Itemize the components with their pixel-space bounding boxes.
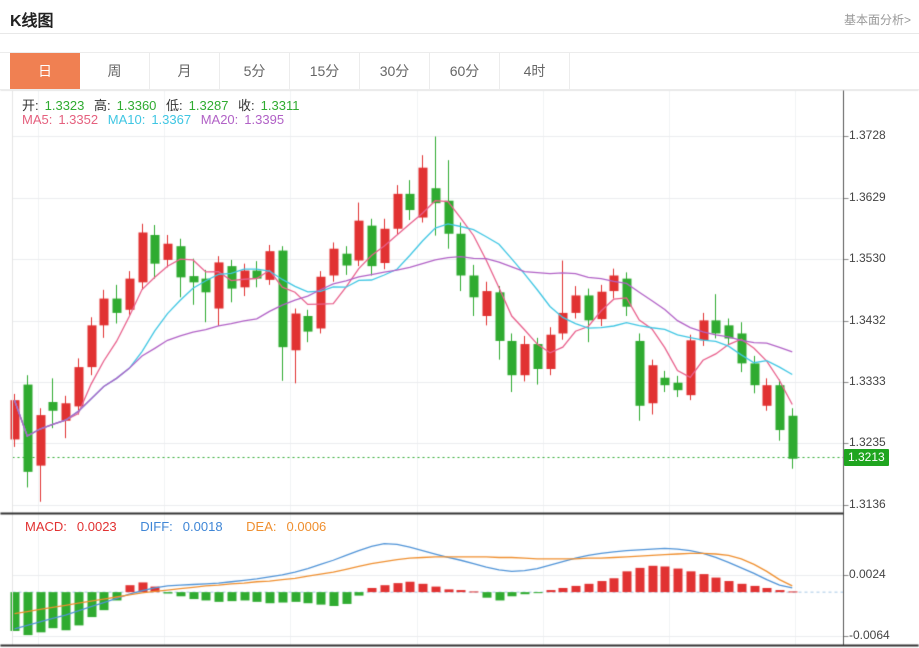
ma20-value: 1.3395 [244,112,285,127]
y-axis-label: 1.3235 [849,435,886,449]
tab-month[interactable]: 月 [150,53,220,89]
ma10-value: 1.3367 [151,112,192,127]
tab-week[interactable]: 周 [80,53,150,89]
tab-60min[interactable]: 60分 [430,53,500,89]
close-value: 1.3311 [260,98,300,113]
current-price-badge: 1.3213 [844,449,889,466]
tab-day[interactable]: 日 [10,53,80,89]
tab-15min[interactable]: 15分 [290,53,360,89]
ma5-value: 1.3352 [58,112,99,127]
dea-value: 0.0006 [286,519,327,534]
header-divider [0,33,919,34]
ma20-label: MA20: [200,112,239,127]
tab-4hour[interactable]: 4时 [500,53,570,89]
macd-value: 0.0023 [76,519,117,534]
page-title: K线图 [10,13,54,30]
y-axis-label: 1.3333 [849,374,886,388]
ohlc-readout: 开: 1.3323 高: 1.3360 低: 1.3287 收: 1.3311 [22,95,305,114]
high-value: 1.3360 [116,98,157,113]
close-label: 收: [238,98,255,113]
macd-label: MACD: [25,519,67,534]
low-value: 1.3287 [188,98,229,113]
tab-5min[interactable]: 5分 [220,53,290,89]
diff-label: DIFF: [140,519,173,534]
macd-readout: MACD: 0.0023 DIFF: 0.0018 DEA: 0.0006 [25,519,346,534]
open-value: 1.3323 [44,98,85,113]
y-axis-label: 1.3629 [849,190,886,204]
dea-label: DEA: [246,519,277,534]
low-label: 低: [166,98,183,113]
high-label: 高: [94,98,111,113]
y-axis-label: 1.3530 [849,251,886,265]
macd-axis-label: 0.0024 [849,567,886,581]
ma5-label: MA5: [22,112,53,127]
open-label: 开: [22,98,39,113]
y-axis-label: 1.3728 [849,128,886,142]
diff-value: 0.0018 [182,519,223,534]
period-tab-bar: 日 周 月 5分 15分 30分 60分 4时 [0,52,919,90]
macd-axis-label: -0.0064 [849,628,890,642]
ma-readout: MA5: 1.3352 MA10: 1.3367 MA20: 1.3395 [22,112,290,127]
ma10-label: MA10: [107,112,146,127]
y-axis-label: 1.3136 [849,497,886,511]
fundamental-analysis-link[interactable]: 基本面分析> [843,13,911,27]
y-axis-label: 1.3432 [849,313,886,327]
tab-30min[interactable]: 30分 [360,53,430,89]
